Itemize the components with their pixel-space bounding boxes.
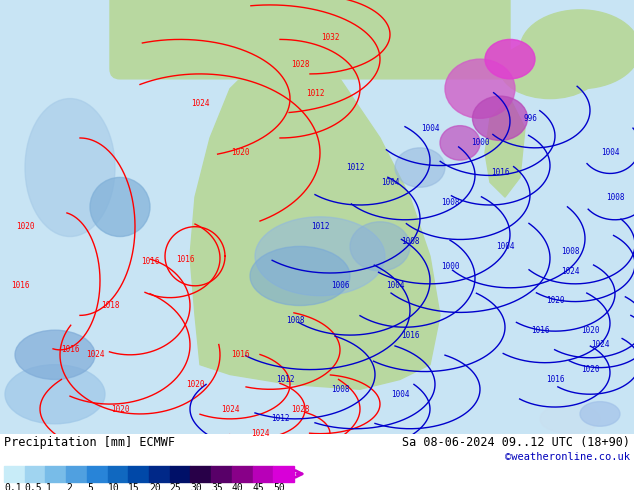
Bar	[170, 466, 190, 482]
FancyBboxPatch shape	[110, 0, 510, 79]
Text: 1016: 1016	[176, 255, 194, 264]
Ellipse shape	[350, 222, 410, 271]
Text: 1008: 1008	[441, 197, 459, 207]
Text: 45: 45	[252, 483, 264, 490]
Text: 1004: 1004	[381, 178, 399, 187]
Ellipse shape	[25, 98, 115, 237]
Text: 1016: 1016	[531, 326, 549, 335]
Text: ©weatheronline.co.uk: ©weatheronline.co.uk	[505, 452, 630, 462]
Text: 1006: 1006	[331, 281, 349, 290]
Bar	[87, 466, 108, 482]
Text: 1012: 1012	[271, 415, 289, 423]
Text: 1032: 1032	[321, 33, 339, 42]
Ellipse shape	[395, 148, 445, 187]
Ellipse shape	[485, 39, 535, 79]
Ellipse shape	[472, 96, 527, 141]
Text: 1020: 1020	[111, 405, 129, 414]
Bar	[46, 466, 66, 482]
Ellipse shape	[90, 177, 150, 237]
Bar	[232, 466, 252, 482]
Bar	[252, 466, 273, 482]
Text: 15: 15	[128, 483, 140, 490]
Text: 1004: 1004	[601, 148, 619, 157]
Ellipse shape	[500, 39, 600, 98]
Text: 996: 996	[523, 114, 537, 123]
Text: 1008: 1008	[331, 385, 349, 394]
Text: 1004: 1004	[391, 390, 410, 399]
Text: 1020: 1020	[581, 326, 599, 335]
Text: 1020: 1020	[546, 296, 564, 305]
Bar	[66, 466, 87, 482]
Text: 1012: 1012	[276, 375, 294, 384]
Text: 1016: 1016	[546, 375, 564, 384]
Text: 1020: 1020	[581, 365, 599, 374]
Ellipse shape	[580, 402, 620, 426]
Text: 10: 10	[108, 483, 119, 490]
Bar	[25, 466, 46, 482]
Text: 1008: 1008	[401, 237, 419, 246]
Text: 40: 40	[232, 483, 243, 490]
Text: 1020: 1020	[16, 222, 34, 231]
Text: Sa 08-06-2024 09..12 UTC (18+90): Sa 08-06-2024 09..12 UTC (18+90)	[402, 436, 630, 449]
Bar	[108, 466, 128, 482]
Ellipse shape	[250, 246, 350, 306]
Text: 20: 20	[149, 483, 161, 490]
Text: 2: 2	[66, 483, 72, 490]
Text: 50: 50	[273, 483, 285, 490]
Text: 1024: 1024	[191, 99, 209, 108]
Ellipse shape	[5, 365, 105, 424]
Text: 25: 25	[170, 483, 181, 490]
Text: 30: 30	[190, 483, 202, 490]
Text: 1012: 1012	[311, 222, 329, 231]
Text: 1016: 1016	[231, 350, 249, 359]
Text: 1020: 1020	[186, 380, 204, 389]
Ellipse shape	[520, 10, 634, 89]
Ellipse shape	[540, 404, 600, 434]
Text: 1024: 1024	[221, 405, 239, 414]
Text: 1016: 1016	[11, 281, 29, 290]
Ellipse shape	[255, 217, 385, 295]
Text: 1008: 1008	[286, 316, 304, 325]
Text: Precipitation [mm] ECMWF: Precipitation [mm] ECMWF	[4, 436, 175, 449]
Text: 1004: 1004	[421, 123, 439, 133]
Text: 1012: 1012	[346, 163, 365, 172]
Bar	[149, 466, 170, 482]
Text: 1018: 1018	[101, 301, 119, 310]
Text: 1008: 1008	[605, 193, 624, 201]
Text: 0.5: 0.5	[25, 483, 42, 490]
Bar	[4, 466, 25, 482]
Text: 1024: 1024	[560, 267, 579, 275]
Text: 1024: 1024	[251, 429, 269, 438]
Text: 1016: 1016	[141, 257, 159, 266]
Text: 5: 5	[87, 483, 93, 490]
Bar	[211, 466, 232, 482]
Ellipse shape	[445, 59, 515, 118]
Text: 35: 35	[211, 483, 223, 490]
Text: 1028: 1028	[291, 405, 309, 414]
Bar	[128, 466, 149, 482]
Text: 1024: 1024	[86, 350, 104, 359]
Text: 1008: 1008	[560, 247, 579, 256]
Ellipse shape	[440, 125, 480, 160]
Ellipse shape	[15, 330, 95, 379]
Text: 0.1: 0.1	[4, 483, 22, 490]
Text: 1016: 1016	[61, 345, 79, 354]
Text: 1024: 1024	[591, 341, 609, 349]
Text: 1012: 1012	[306, 89, 324, 98]
Bar	[190, 466, 211, 482]
Text: 1: 1	[46, 483, 51, 490]
Text: 1016: 1016	[401, 331, 419, 340]
Polygon shape	[485, 98, 525, 197]
Text: 1004: 1004	[385, 281, 404, 290]
Text: 1000: 1000	[441, 262, 459, 270]
Text: 1004: 1004	[496, 242, 514, 251]
Text: 1000: 1000	[471, 138, 489, 147]
Bar	[273, 466, 294, 482]
Text: 1016: 1016	[491, 168, 509, 177]
Polygon shape	[190, 49, 440, 389]
Text: 1020: 1020	[231, 148, 249, 157]
Text: 1028: 1028	[291, 60, 309, 69]
